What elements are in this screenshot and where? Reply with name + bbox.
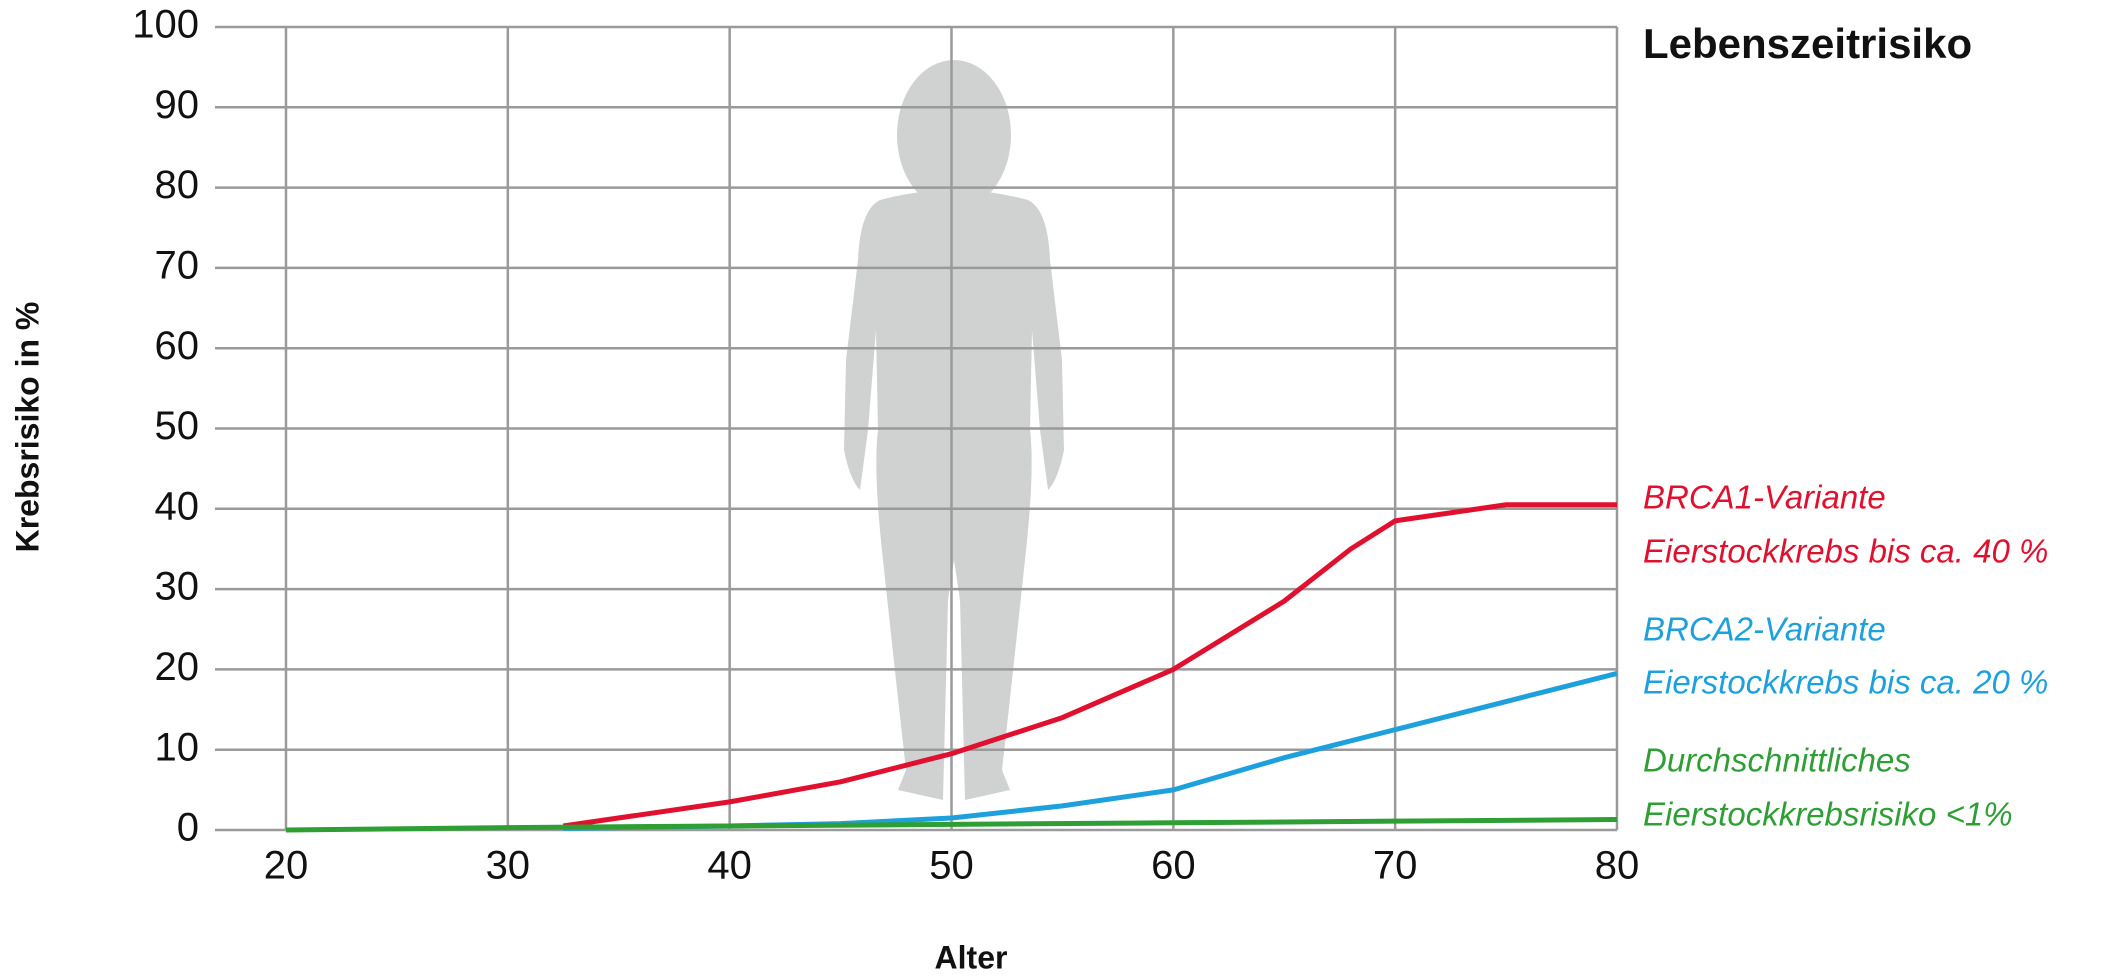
y-tick-label: 10 — [155, 725, 200, 769]
x-tick-label: 80 — [1595, 844, 1640, 888]
x-tick-label: 20 — [264, 844, 309, 888]
legend-label: Durchschnittliches — [1643, 742, 1911, 779]
y-tick-label: 80 — [155, 163, 200, 207]
y-tick-label: 90 — [155, 83, 200, 127]
legend-note: Eierstockkrebs bis ca. 40 % — [1643, 533, 2048, 570]
y-tick-label: 60 — [155, 324, 200, 368]
x-tick-label: 50 — [929, 844, 974, 888]
series-line — [563, 505, 1617, 826]
x-tick-label: 30 — [486, 844, 531, 888]
y-tick-label: 100 — [132, 3, 199, 47]
x-axis-label: Alter — [935, 939, 1008, 975]
legend-note: Eierstockkrebsrisiko <1% — [1643, 796, 2013, 833]
chart-title: Lebenszeitrisiko — [1643, 20, 1972, 67]
x-tick-label: 40 — [707, 844, 752, 888]
y-tick-label: 30 — [155, 565, 200, 609]
legend-label: BRCA2-Variante — [1643, 611, 1886, 648]
y-tick-label: 50 — [155, 404, 200, 448]
x-tick-label: 60 — [1151, 844, 1196, 888]
silhouette — [844, 60, 1064, 800]
y-tick-label: 0 — [177, 806, 199, 850]
y-tick-label: 70 — [155, 243, 200, 287]
y-tick-label: 40 — [155, 484, 200, 528]
x-tick-label: 70 — [1373, 844, 1418, 888]
y-tick-label: 20 — [155, 645, 200, 689]
legend-label: BRCA1-Variante — [1643, 479, 1886, 516]
legend-note: Eierstockkrebs bis ca. 20 % — [1643, 664, 2048, 701]
y-axis-label: Krebsrisiko in % — [9, 302, 45, 553]
chart: Lebenszeitrisiko Alter Krebsrisiko in % … — [0, 0, 2107, 978]
